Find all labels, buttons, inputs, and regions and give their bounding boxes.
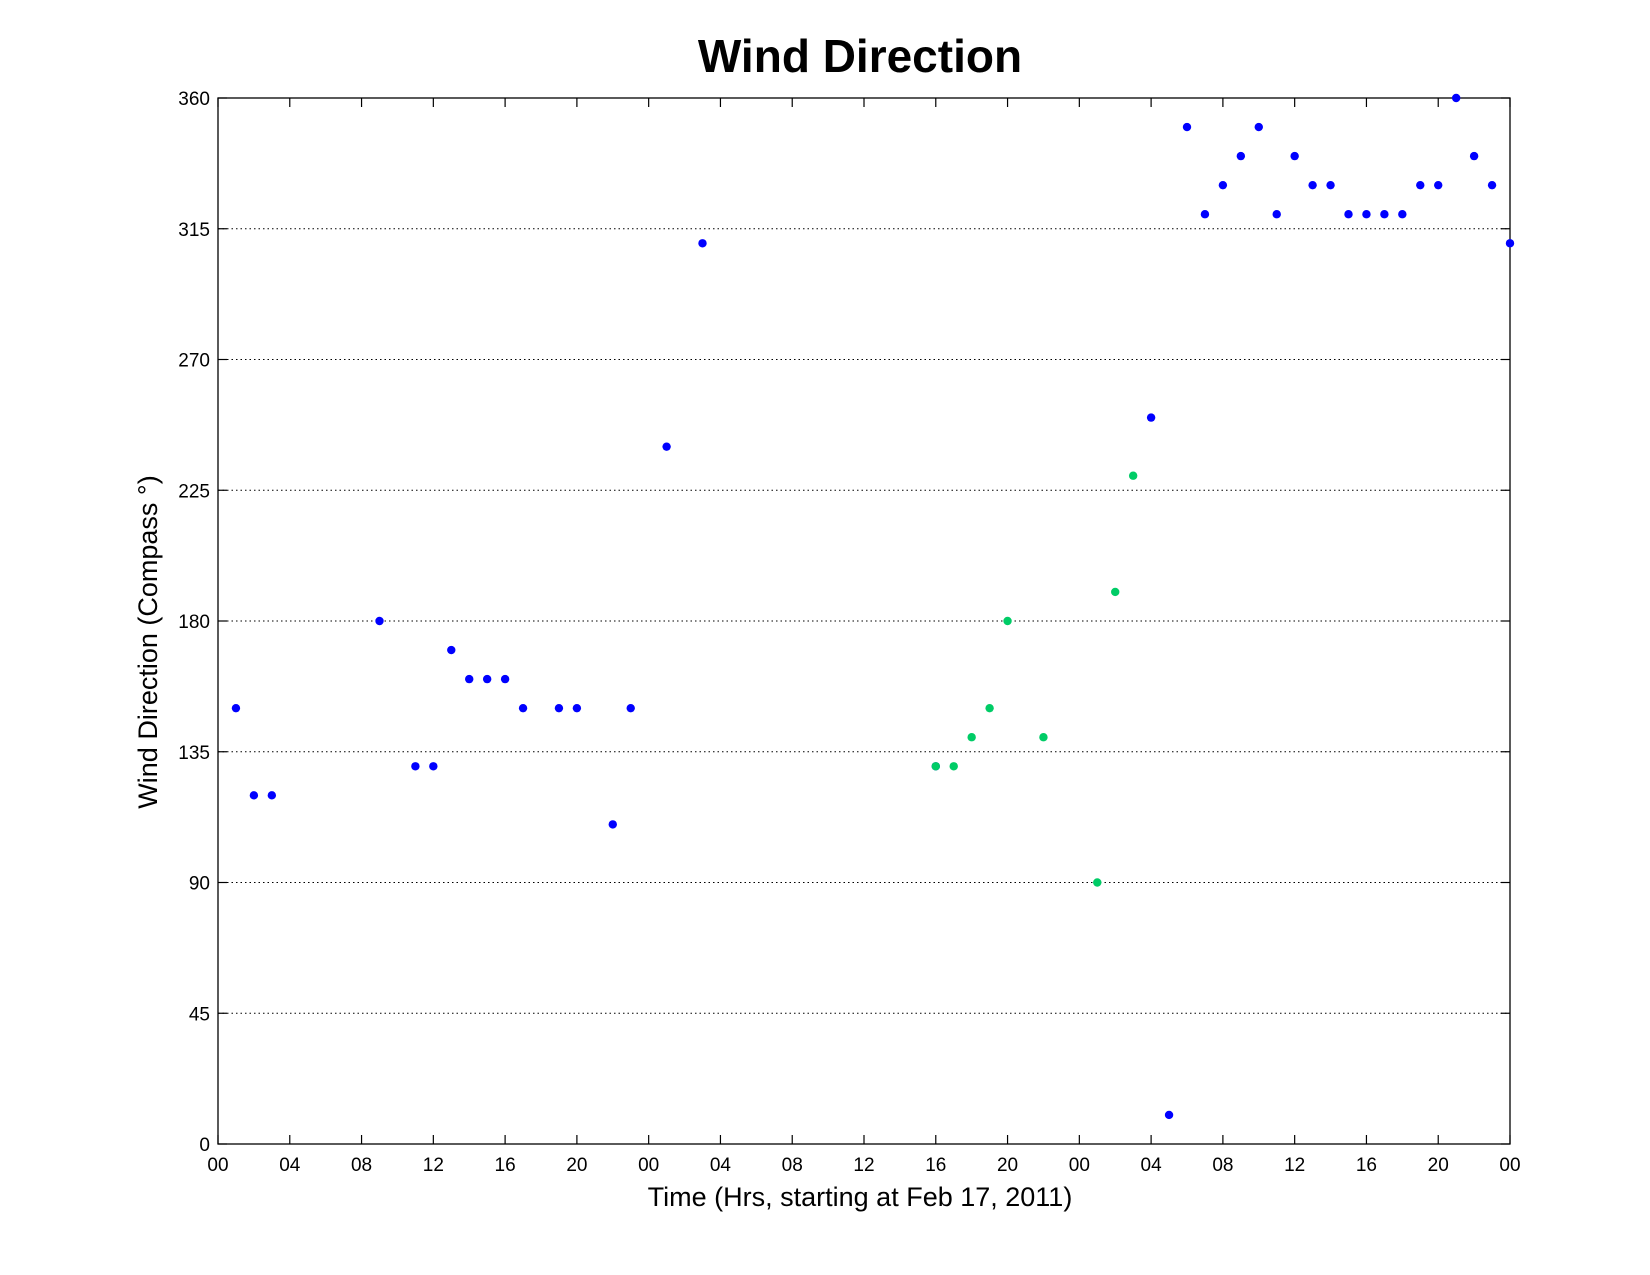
- data-point: [1398, 210, 1407, 219]
- y-tick-label: 135: [178, 743, 210, 764]
- x-tick-label: 00: [207, 1155, 228, 1176]
- x-tick-label: 04: [1141, 1155, 1163, 1176]
- data-point: [626, 703, 635, 713]
- data-point: [1182, 122, 1192, 132]
- y-tick-label: 225: [178, 481, 210, 502]
- data-point: [554, 703, 564, 713]
- data-point: [931, 762, 940, 771]
- data-point: [1146, 413, 1156, 422]
- x-tick-label: 00: [1069, 1155, 1090, 1176]
- x-tick-label: 20: [1428, 1155, 1449, 1176]
- data-point: [1111, 587, 1120, 597]
- x-tick-label: 20: [566, 1155, 587, 1176]
- data-point: [429, 762, 438, 771]
- data-point: [662, 442, 671, 451]
- x-tick-label: 08: [782, 1155, 803, 1176]
- x-axis-label: Time (Hrs, starting at Feb 17, 2011): [648, 1182, 1073, 1212]
- data-point: [231, 703, 241, 713]
- data-point: [1434, 180, 1443, 190]
- data-point: [1200, 210, 1210, 219]
- data-point: [1272, 210, 1281, 219]
- data-point: [1451, 93, 1461, 103]
- data-point: [1380, 210, 1389, 219]
- x-tick-label: 04: [710, 1155, 732, 1176]
- x-tick-label: 16: [495, 1155, 516, 1176]
- data-point: [949, 762, 958, 771]
- data-point: [267, 791, 277, 800]
- y-tick-label: 315: [178, 220, 210, 241]
- data-point: [698, 239, 707, 248]
- data-point: [482, 674, 492, 684]
- data-point: [985, 703, 994, 713]
- data-point: [518, 703, 528, 713]
- data-point: [1236, 151, 1246, 161]
- x-tick-label: 20: [997, 1155, 1018, 1176]
- x-tick-label: 12: [1284, 1155, 1305, 1176]
- y-tick-label: 180: [178, 612, 210, 633]
- y-tick-label: 360: [178, 89, 210, 110]
- x-tick-label: 12: [853, 1155, 874, 1176]
- data-point: [465, 674, 474, 684]
- data-point: [411, 762, 420, 771]
- chart-title: Wind Direction: [698, 30, 1022, 82]
- data-point: [1093, 878, 1102, 887]
- data-point: [447, 645, 456, 655]
- data-point: [375, 616, 384, 626]
- data-point: [1003, 616, 1012, 626]
- data-point: [967, 733, 976, 742]
- x-tick-label: 08: [1212, 1155, 1233, 1176]
- x-tick-label: 00: [638, 1155, 659, 1176]
- data-point: [1505, 239, 1515, 248]
- data-point: [1344, 210, 1353, 219]
- data-point: [1039, 733, 1048, 742]
- y-tick-label: 270: [178, 351, 210, 372]
- grid-lines: [218, 228, 1510, 1014]
- data-point: [1308, 180, 1317, 190]
- data-point: [1290, 151, 1299, 161]
- axis-ticks: [217, 97, 1511, 1145]
- y-tick-labels: 0 45 90 135 180 225 270 315 360: [178, 89, 210, 1156]
- data-point: [1487, 180, 1497, 190]
- data-point: [1416, 180, 1425, 190]
- x-tick-label: 16: [925, 1155, 946, 1176]
- data-point: [572, 703, 582, 713]
- y-tick-label: 0: [199, 1135, 210, 1156]
- data-point: [1164, 1110, 1174, 1120]
- data-point: [1362, 210, 1371, 219]
- x-tick-label: 00: [1499, 1155, 1520, 1176]
- data-point: [608, 820, 617, 829]
- y-tick-label: 45: [189, 1004, 210, 1025]
- y-axis-label: Wind Direction (Compass °): [133, 475, 163, 808]
- data-point: [1218, 180, 1228, 190]
- y-tick-label: 90: [189, 874, 210, 895]
- x-tick-label: 08: [351, 1155, 372, 1176]
- x-tick-label: 16: [1356, 1155, 1377, 1176]
- data-points: [231, 93, 1515, 1120]
- data-point: [249, 791, 259, 800]
- x-tick-label: 04: [279, 1155, 301, 1176]
- x-tick-labels: 00 04 08 12 16 20 00 04 08 12 16 20 00 04 08 12 16 20 00: [207, 1155, 1520, 1176]
- data-point: [1469, 151, 1479, 161]
- data-point: [1326, 180, 1335, 190]
- x-tick-label: 12: [423, 1155, 444, 1176]
- data-point: [1254, 122, 1263, 132]
- data-point: [1128, 471, 1138, 480]
- data-point: [500, 674, 510, 684]
